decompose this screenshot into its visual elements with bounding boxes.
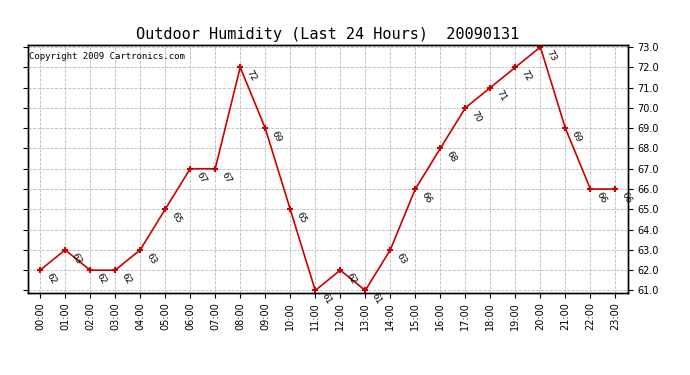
Text: 66: 66 <box>420 190 433 205</box>
Text: 73: 73 <box>544 48 558 63</box>
Text: 66: 66 <box>620 190 633 205</box>
Text: 62: 62 <box>95 272 108 286</box>
Text: 62: 62 <box>344 272 358 286</box>
Title: Outdoor Humidity (Last 24 Hours)  20090131: Outdoor Humidity (Last 24 Hours) 2009013… <box>136 27 520 42</box>
Text: 65: 65 <box>295 211 308 225</box>
Text: 62: 62 <box>119 272 132 286</box>
Text: 63: 63 <box>69 251 83 266</box>
Text: 61: 61 <box>319 292 333 306</box>
Text: Copyright 2009 Cartronics.com: Copyright 2009 Cartronics.com <box>29 53 185 62</box>
Text: 72: 72 <box>520 69 533 83</box>
Text: 67: 67 <box>195 170 208 184</box>
Text: 70: 70 <box>469 109 483 124</box>
Text: 65: 65 <box>169 211 183 225</box>
Text: 67: 67 <box>219 170 233 184</box>
Text: 69: 69 <box>569 130 583 144</box>
Text: 63: 63 <box>395 251 408 266</box>
Text: 69: 69 <box>269 130 283 144</box>
Text: 61: 61 <box>369 292 383 306</box>
Text: 62: 62 <box>44 272 58 286</box>
Text: 71: 71 <box>495 89 508 104</box>
Text: 68: 68 <box>444 150 458 164</box>
Text: 72: 72 <box>244 69 258 83</box>
Text: 63: 63 <box>144 251 158 266</box>
Text: 66: 66 <box>595 190 608 205</box>
